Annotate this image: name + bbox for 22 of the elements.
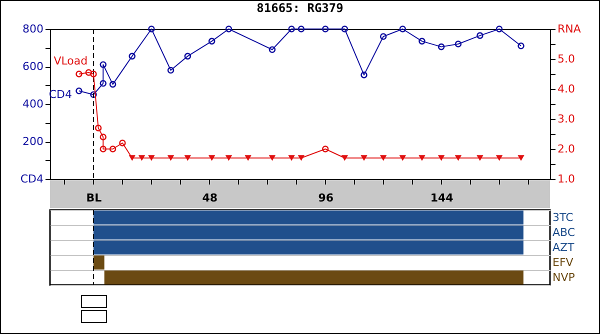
y-tick-label: ABC	[552, 226, 576, 239]
y2-tick-label: 4.0	[558, 82, 575, 96]
y2-tick-label: 2.0	[558, 142, 575, 156]
series-label: VLoad	[54, 54, 88, 68]
y-tick-label: 600	[22, 60, 44, 73]
y-tick-label: 400	[22, 98, 44, 110]
y-tick-label: EFV	[552, 256, 574, 269]
y2-tick-label: 1.0	[558, 172, 575, 186]
y2-tick-label: 3.0	[558, 112, 575, 126]
y2-tick-label: RNA	[558, 22, 582, 36]
y-tick-label: CD4	[20, 172, 44, 186]
x-tick-label: 144	[430, 192, 454, 204]
y-tick-label: 800	[22, 22, 44, 36]
x-tick-label: BL	[86, 192, 102, 204]
x-tick-label: 48	[202, 192, 218, 204]
y-tick-label: NVP	[552, 271, 576, 284]
chart-title: 81665: RG379	[256, 1, 344, 15]
x-tick-label: 96	[318, 192, 334, 204]
y-tick-label: 3TC	[552, 211, 574, 224]
y2-tick-label: 5.0	[558, 52, 575, 66]
y-tick-label: AZT	[552, 241, 575, 254]
y-tick-label: 200	[22, 135, 44, 148]
